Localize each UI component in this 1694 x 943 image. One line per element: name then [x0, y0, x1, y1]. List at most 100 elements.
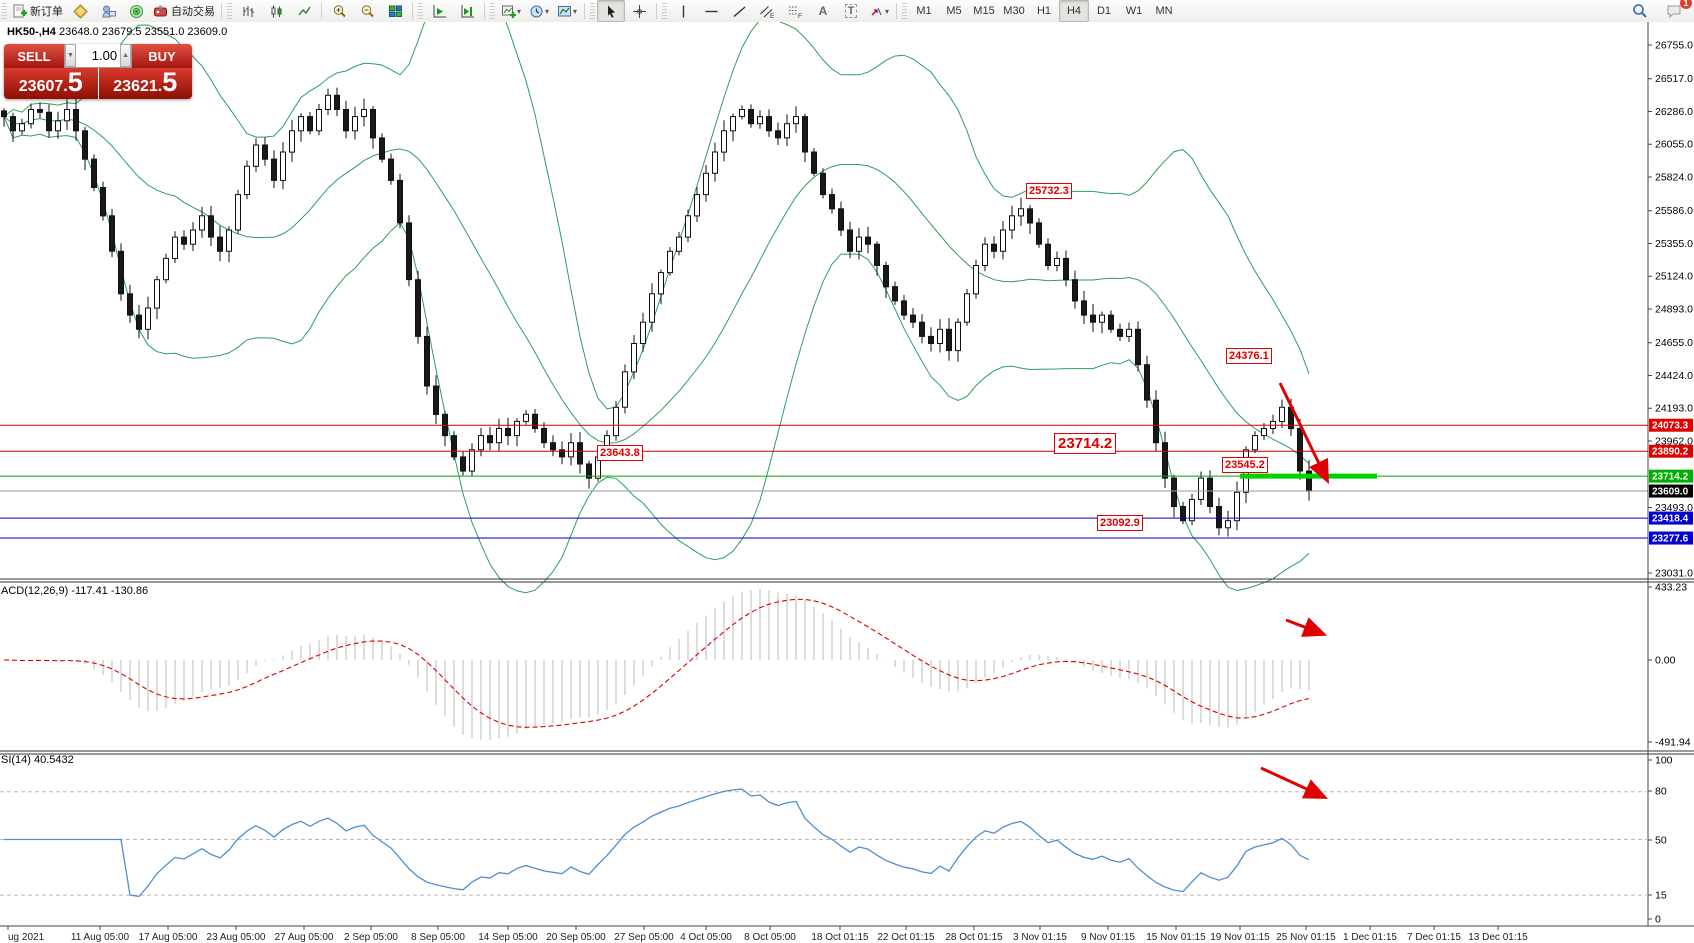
- timeframe-w1-button[interactable]: W1: [1125, 5, 1143, 17]
- bars-chart-button[interactable]: [234, 0, 262, 22]
- volume-increase-button[interactable]: ▲: [120, 44, 131, 67]
- price-tick: 26517.0: [1655, 73, 1693, 85]
- search-icon: [1633, 4, 1647, 18]
- search-button[interactable]: [1626, 0, 1654, 22]
- timeframe-h4-button[interactable]: H4: [1059, 0, 1089, 22]
- volume-decrease-button[interactable]: ▼: [65, 44, 76, 67]
- symbol-period-label: HK50-,H4: [7, 26, 56, 38]
- buy-button[interactable]: BUY: [132, 44, 192, 68]
- trend-arrow[interactable]: [1278, 382, 1329, 485]
- line-chart-button[interactable]: [290, 0, 318, 22]
- time-axis-label: 8 Oct 05:00: [744, 932, 796, 943]
- label-tool-icon: T: [844, 4, 858, 18]
- zoom-group: [325, 0, 409, 22]
- rsi-indicator-label: SI(14) 40.5432: [1, 754, 74, 766]
- timeframe-d1-button[interactable]: D1: [1096, 5, 1112, 17]
- new-chart-dropdown[interactable]: ▾: [497, 0, 525, 22]
- buy-price[interactable]: 23621. 5: [98, 68, 192, 99]
- crosshair-icon: [632, 4, 646, 18]
- trendline-tool[interactable]: [725, 0, 753, 22]
- crosshair-tool-button[interactable]: [625, 0, 653, 22]
- label-tool[interactable]: T: [837, 0, 865, 22]
- timeframe-m1-button[interactable]: M1: [916, 5, 932, 17]
- trend-arrow[interactable]: [1260, 766, 1329, 799]
- notifications-button[interactable]: 1: [1660, 0, 1692, 22]
- zoom-in-icon: [333, 4, 346, 17]
- line-studies-group: E F A T ▾: [669, 0, 893, 22]
- autotrading-button[interactable]: 自动交易: [150, 0, 218, 22]
- price-tick: 24424.0: [1655, 370, 1693, 382]
- timeframes-group: M1 M5 M15 M30 H1 H4 D1 W1 MN: [909, 0, 1179, 22]
- time-axis-label: 2 Sep 05:00: [344, 932, 398, 943]
- price-label[interactable]: 23714.2: [1054, 433, 1117, 454]
- text-tool[interactable]: A: [809, 0, 837, 22]
- cursor-tool-button[interactable]: [597, 0, 625, 22]
- sell-button[interactable]: SELL: [4, 44, 64, 68]
- zoom-out-button[interactable]: [353, 0, 381, 22]
- channel-tool[interactable]: E: [753, 0, 781, 22]
- new-order-label: 新订单: [30, 6, 63, 18]
- time-axis-label: 27 Aug 05:00: [275, 932, 334, 943]
- template-dropdown[interactable]: ▾: [553, 0, 581, 22]
- sell-price[interactable]: 23607. 5: [4, 68, 98, 99]
- price-tick: 24193.0: [1655, 403, 1693, 415]
- timeframe-m5-button[interactable]: M5: [946, 5, 962, 17]
- price-tick: 25124.0: [1655, 271, 1693, 283]
- timeframe-m30-button[interactable]: M30: [1003, 5, 1025, 17]
- arrows-dropdown[interactable]: ▾: [865, 0, 893, 22]
- zoom-in-button[interactable]: [325, 0, 353, 22]
- time-axis-label: 28 Oct 01:15: [945, 932, 1003, 943]
- time-axis-label: 25 Nov 01:15: [1276, 932, 1336, 943]
- metaeditor-button[interactable]: [66, 0, 94, 22]
- timeframe-mn-button[interactable]: MN: [1155, 5, 1173, 17]
- timeframe-h1-button[interactable]: H1: [1036, 5, 1052, 17]
- autotrading-icon: [154, 5, 167, 16]
- vertical-line-icon: [682, 5, 684, 17]
- period-dropdown[interactable]: ▾: [525, 0, 553, 22]
- cursor-icon: [607, 5, 615, 18]
- time-axis-label: 11 Aug 05:00: [71, 932, 130, 943]
- axis-price-badge: [1649, 444, 1693, 458]
- time-axis-label: 18 Oct 01:15: [811, 932, 869, 943]
- fibonacci-tool[interactable]: F: [781, 0, 809, 22]
- candles-chart-button[interactable]: [262, 0, 290, 22]
- chart-area[interactable]: 26755.0 26517.0 26286.0 26055.0 25824.0 25586…: [0, 22, 1694, 943]
- toolbar-drag-handle[interactable]: [2, 3, 7, 19]
- auto-scroll-button[interactable]: [425, 0, 453, 22]
- fibonacci-icon: F: [789, 6, 802, 19]
- price-label[interactable]: 23092.9: [1097, 515, 1143, 531]
- strategy-tester-button[interactable]: [94, 0, 122, 22]
- time-axis-label: ug 2021: [8, 932, 45, 943]
- axis-price-badge: [1649, 531, 1693, 545]
- horizontal-line-tool[interactable]: [697, 0, 725, 22]
- rsi-scale-label: 80: [1655, 786, 1667, 798]
- trend-arrows: [1260, 382, 1329, 799]
- time-axis-label: 1 Dec 01:15: [1343, 932, 1397, 943]
- price-label[interactable]: 24376.1: [1226, 348, 1272, 364]
- toolbar-right-group: 1: [1626, 0, 1692, 22]
- timeframe-m15-button[interactable]: M15: [973, 5, 995, 17]
- vertical-line-tool[interactable]: [669, 0, 697, 22]
- time-axis-label: 23 Aug 05:00: [207, 932, 266, 943]
- signals-icon: [129, 4, 143, 18]
- axes: 26755.0 26517.0 26286.0 26055.0 25824.0 25586…: [0, 22, 1694, 943]
- price-tick: 26055.0: [1655, 139, 1693, 151]
- signals-button[interactable]: [122, 0, 150, 22]
- chart-canvas: 26755.0 26517.0 26286.0 26055.0 25824.0 25586…: [0, 22, 1694, 943]
- volume-input[interactable]: [75, 44, 121, 67]
- chart-shift-button[interactable]: [453, 0, 481, 22]
- new-order-button[interactable]: 新订单: [9, 0, 66, 22]
- time-axis-label: 4 Oct 05:00: [680, 932, 732, 943]
- tile-windows-button[interactable]: [381, 0, 409, 22]
- main-toolbar: 新订单: [0, 0, 1694, 23]
- chart-type-group: [234, 0, 318, 22]
- price-label[interactable]: 23545.2: [1222, 457, 1268, 473]
- price-tick: 25355.0: [1655, 238, 1693, 250]
- price-label[interactable]: 23643.8: [597, 445, 643, 461]
- price-label[interactable]: 25732.3: [1026, 183, 1072, 199]
- time-axis-label: 13 Dec 01:15: [1468, 932, 1528, 943]
- price-tick: 24893.0: [1655, 304, 1693, 316]
- dropdown-caret-icon: ▾: [516, 6, 521, 16]
- trend-arrow[interactable]: [1285, 617, 1328, 637]
